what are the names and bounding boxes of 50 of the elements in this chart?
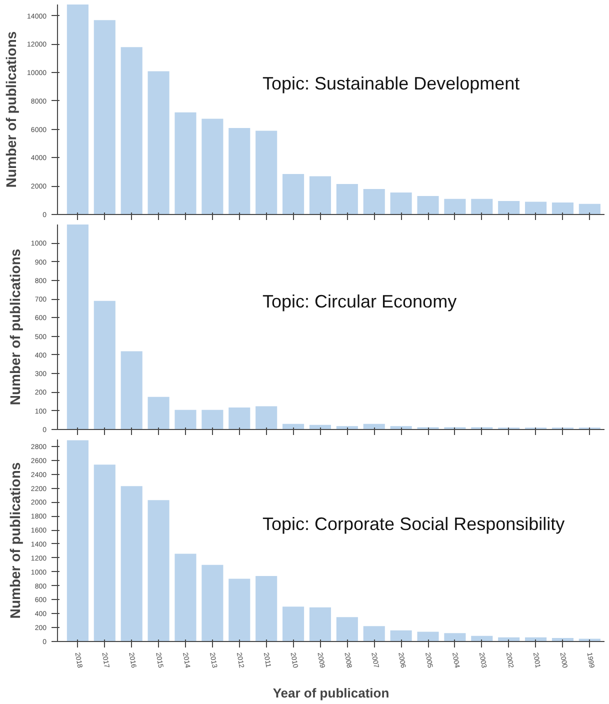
bar [174,554,196,642]
bar [471,198,493,214]
annotation: Topic: Circular Economy [262,291,457,312]
bar [120,47,142,214]
bar [363,188,385,214]
bar [174,410,196,430]
bar [66,440,88,642]
bar [282,174,304,214]
bar [202,410,224,430]
bar [336,184,358,214]
bar [417,632,439,642]
bar [66,4,88,214]
bar [202,118,224,214]
bar [525,202,547,214]
bar [256,576,278,642]
bar [390,630,412,642]
x-axis-title: Year of publication [272,686,390,701]
bar [94,20,116,214]
bar [309,607,331,642]
bar [336,617,358,642]
bar [228,128,250,214]
bar [552,202,574,214]
bar [228,578,250,642]
bar [94,300,116,430]
bar [444,198,466,214]
bar [228,408,250,430]
bar [578,204,600,214]
bar [363,626,385,642]
bar [148,71,170,214]
bar [282,606,304,642]
y-axis-title: Number of publications [6,462,23,619]
bar [66,224,88,430]
bar [202,564,224,642]
bar [390,192,412,214]
bar [498,201,520,214]
y-axis-title: Number of publications [3,31,20,188]
annotation: Topic: Corporate Social Responsibility [262,514,565,534]
bar [417,196,439,214]
bar [309,176,331,214]
annotation: Topic: Sustainable Development [262,74,520,94]
bar [444,633,466,642]
y-axis-title: Number of publications [6,248,23,406]
bar [256,130,278,214]
bar [148,500,170,642]
bar [120,351,142,430]
bar [174,112,196,214]
bar [148,396,170,430]
bar [94,464,116,642]
bar [256,406,278,430]
bar [120,486,142,642]
